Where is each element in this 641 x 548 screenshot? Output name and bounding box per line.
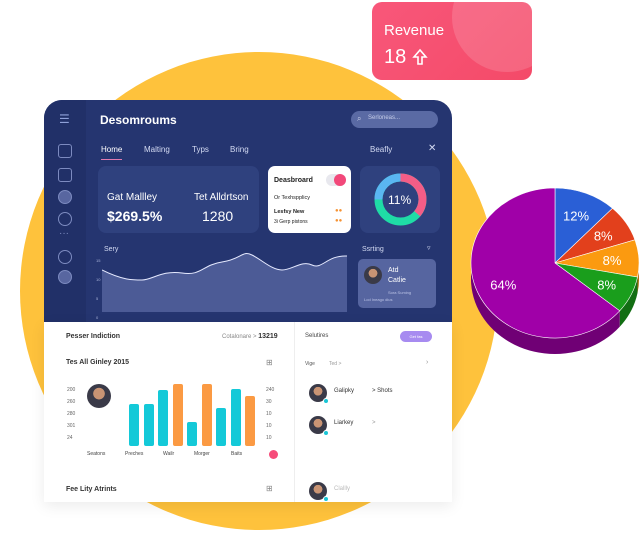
analytics-panel: Pesser Indiction Cotalonare > 13219 Tes … xyxy=(44,322,452,502)
popup-item[interactable]: Or Texhspplicy xyxy=(274,195,310,201)
bar xyxy=(201,383,212,446)
star-icon: ●● xyxy=(335,208,343,214)
tab-bring[interactable]: Bring xyxy=(230,145,249,154)
dashboard-window: ☰ ··· Desomroums ⌕ Serloneas... Home Mal… xyxy=(44,100,452,322)
app-title: Desomroums xyxy=(100,113,177,127)
pie-label: 64% xyxy=(490,278,516,293)
sidebar: ☰ ··· xyxy=(44,100,86,322)
filter-option[interactable]: Ted > xyxy=(329,361,342,367)
panel-title: Pesser Indiction xyxy=(66,333,121,340)
bar xyxy=(230,389,241,446)
revenue-value: 18 xyxy=(384,46,407,68)
search-placeholder: Serloneas... xyxy=(368,115,401,121)
chevron-right-icon[interactable]: › xyxy=(426,359,429,366)
person-extra: > xyxy=(372,420,376,426)
x-label: Wailr xyxy=(163,451,175,457)
x-label: Baits xyxy=(231,451,243,457)
popup-item[interactable]: Lesfsy New xyxy=(274,209,305,215)
person-name[interactable]: Galipky xyxy=(334,388,355,394)
stat-label: Tet Alldrtson xyxy=(194,192,249,203)
grid-icon[interactable]: ⊞ xyxy=(266,484,273,493)
star-icon: ●● xyxy=(335,218,343,224)
person-extra: > Shots xyxy=(372,388,393,394)
filter-icon[interactable]: ▿ xyxy=(427,245,431,252)
contact-sub: Sora Suming xyxy=(388,290,412,295)
pie-side xyxy=(470,188,620,354)
bar xyxy=(172,383,183,446)
bar xyxy=(143,404,154,446)
bar xyxy=(245,395,255,446)
sorting-label: Ssrting xyxy=(362,246,384,253)
donut-card: 11% xyxy=(360,166,440,233)
settings-icon[interactable] xyxy=(58,212,72,226)
pie-label: 8% xyxy=(594,229,613,244)
popup-item[interactable]: 3i Gerp pistons xyxy=(274,219,308,225)
person-name[interactable]: Clallly xyxy=(334,486,351,492)
bar xyxy=(216,408,226,446)
chart-title: Tes All Ginley 2015 xyxy=(66,359,130,366)
search-input[interactable]: ⌕ Serloneas... xyxy=(351,111,438,128)
right-axis-ticks: 240 30 10 10 10 xyxy=(266,387,275,441)
pie-label: 8% xyxy=(597,278,616,293)
help-icon[interactable] xyxy=(58,270,72,284)
clock-icon[interactable] xyxy=(58,250,72,264)
monitor-icon[interactable] xyxy=(58,190,72,204)
breadcrumb[interactable]: Cotalonare > 13219 xyxy=(222,333,278,340)
x-label: Seatons xyxy=(87,451,106,457)
stat-label: Gat Mallley xyxy=(107,192,158,203)
list-title: Selutires xyxy=(305,333,329,339)
arrow-up-icon xyxy=(412,48,428,65)
toggle-switch[interactable] xyxy=(326,174,346,186)
left-axis-ticks: 200 260 280 301 24 xyxy=(67,387,76,441)
revenue-card: Revenue 18 xyxy=(372,2,532,80)
stat-value: $269.5% xyxy=(107,208,163,224)
contact-card[interactable]: Atd Catlie Sora Suming Lod Ineago dius xyxy=(358,259,436,308)
legend-dot xyxy=(269,450,278,459)
pie-label: 12% xyxy=(563,209,589,224)
menu-icon[interactable]: ☰ xyxy=(59,112,70,126)
avatar xyxy=(309,416,329,436)
stats-card: Gat Mallley $269.5% Tet Alldrtson 1280 xyxy=(98,166,259,233)
revenue-label: Revenue xyxy=(384,22,445,39)
calendar-icon[interactable] xyxy=(58,144,72,158)
filter-label: Beafly xyxy=(370,145,393,154)
tab-malting[interactable]: Malting xyxy=(144,145,170,154)
bar xyxy=(187,422,197,446)
popup-title: Deasbroard xyxy=(274,177,313,184)
bar-chart xyxy=(129,383,255,446)
x-label: Morger xyxy=(194,451,210,457)
donut-chart xyxy=(374,173,427,226)
bar xyxy=(129,404,139,446)
tab-typs[interactable]: Typs xyxy=(192,145,209,154)
person-name[interactable]: Liarkey xyxy=(334,420,354,426)
area-chart xyxy=(102,253,347,312)
donut-value: 11% xyxy=(388,193,412,207)
settings-popup: Deasbroard Or Texhspplicy Lesfsy New 3i … xyxy=(268,166,351,233)
pie-side xyxy=(619,277,638,327)
tab-home[interactable]: Home xyxy=(101,145,123,160)
avatar xyxy=(309,482,329,502)
x-label: Preches xyxy=(125,451,144,457)
grid-icon[interactable]: ⊞ xyxy=(266,358,273,367)
filter-option[interactable]: Vige xyxy=(305,361,315,367)
more-icon[interactable]: ··· xyxy=(59,228,69,239)
pie-slice xyxy=(470,187,621,339)
avatar xyxy=(309,384,329,404)
contact-name: Catlie xyxy=(388,277,406,284)
get-button[interactable]: Get fas xyxy=(400,331,432,342)
area-chart-label: Sery xyxy=(104,246,119,253)
bar xyxy=(158,390,168,446)
avatar xyxy=(87,384,111,408)
pie-chart: 12% 8% 8% 8% 64% xyxy=(470,187,640,354)
stat-value: 1280 xyxy=(202,208,234,224)
section-title: Fee Lity Atrints xyxy=(66,486,117,493)
pie-label: 8% xyxy=(603,253,622,268)
lock-icon[interactable] xyxy=(58,168,72,182)
contact-sub: Lod Ineago dius xyxy=(364,297,393,302)
area-y-ticks: 15 10 5 0 xyxy=(96,258,101,320)
pie-slice xyxy=(554,187,613,264)
close-icon[interactable]: ✕ xyxy=(428,143,437,154)
contact-name: Atd xyxy=(388,267,399,274)
